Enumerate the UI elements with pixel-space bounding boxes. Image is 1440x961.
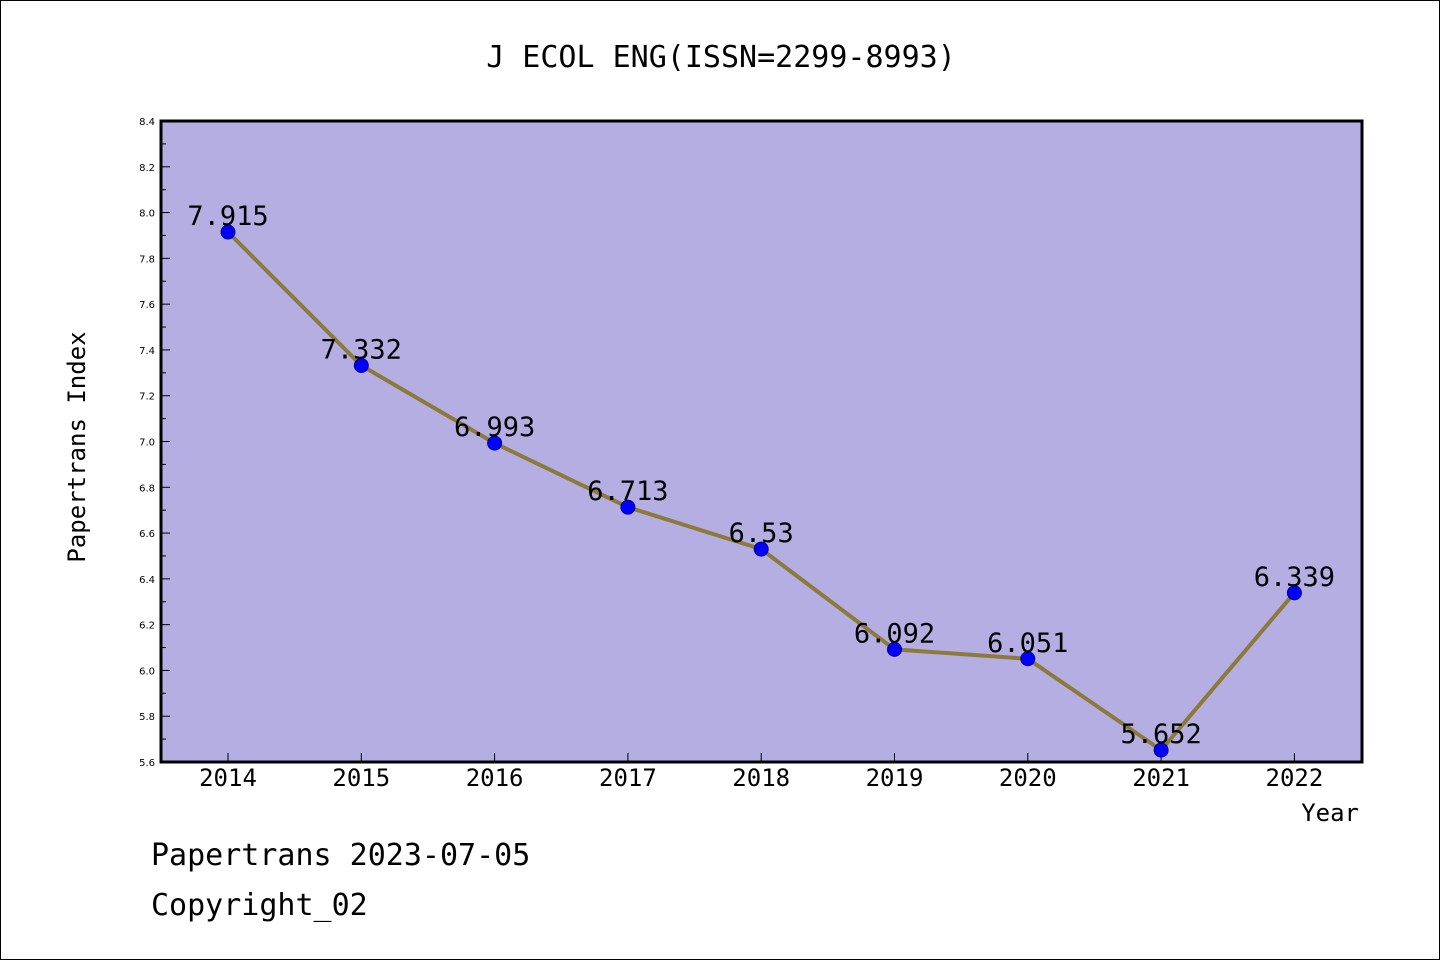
y-tick-label: 8.2 xyxy=(139,163,155,174)
x-tick-label: 2018 xyxy=(732,764,790,792)
y-tick-label: 6.2 xyxy=(139,621,155,632)
y-tick-label: 6.0 xyxy=(139,666,155,677)
x-tick-label: 2022 xyxy=(1266,764,1324,792)
y-tick-label: 7.2 xyxy=(139,392,155,403)
y-tick-label: 6.8 xyxy=(139,483,155,494)
data-point xyxy=(353,357,369,373)
y-tick-label: 5.6 xyxy=(139,758,155,769)
data-labels: 7.915 7.332 6.993 6.713 6.53 6.092 6.051 5.652 6… xyxy=(187,201,1335,750)
data-point xyxy=(887,641,902,657)
y-tick-label: 6.6 xyxy=(139,529,155,540)
x-tick-label: 2016 xyxy=(466,764,524,792)
data-point xyxy=(620,499,636,515)
x-tick-label: 2017 xyxy=(599,764,657,792)
footer-copyright: Copyright_02 xyxy=(151,888,368,923)
y-tick-label: 7.4 xyxy=(139,346,155,357)
data-point xyxy=(1020,651,1036,667)
data-label: 6.713 xyxy=(587,476,668,507)
data-point xyxy=(487,435,503,451)
y-axis: 5.6 5.8 6.0 6.2 6.4 6.6 6.8 7.0 7.2 7.4 7.6 7.8 8.0 8… xyxy=(139,117,170,769)
y-tick-label: 7.0 xyxy=(139,438,155,449)
x-tick-label: 2020 xyxy=(999,764,1057,792)
data-point xyxy=(220,224,236,240)
data-point xyxy=(1286,585,1302,601)
y-tick-label: 7.8 xyxy=(139,254,155,265)
data-label: 6.993 xyxy=(454,412,535,443)
data-label: 6.092 xyxy=(854,618,935,649)
data-label: 7.332 xyxy=(321,334,402,365)
data-label: 5.652 xyxy=(1120,719,1201,750)
data-label: 6.051 xyxy=(987,628,1068,659)
plot-area xyxy=(159,119,1364,764)
x-axis-label: Year xyxy=(1301,799,1359,827)
y-tick-label: 6.4 xyxy=(139,575,155,586)
y-tick-label: 8.4 xyxy=(139,117,155,128)
footer-date: Papertrans 2023-07-05 xyxy=(151,838,530,873)
y-tick-label: 5.8 xyxy=(139,712,155,723)
x-tick-label: 2014 xyxy=(199,764,257,792)
y-tick-label: 8.0 xyxy=(139,209,155,220)
chart-title: J ECOL ENG(ISSN=2299-8993) xyxy=(486,40,956,75)
y-tick-label: 7.6 xyxy=(139,300,155,311)
series-markers xyxy=(220,224,1302,758)
data-label: 6.53 xyxy=(729,518,794,549)
data-label: 6.339 xyxy=(1254,562,1335,593)
x-tick-label: 2019 xyxy=(866,764,924,792)
x-axis: 2014 2015 2016 2017 2018 2019 2020 2021 2022 xyxy=(199,753,1323,792)
x-tick-label: 2015 xyxy=(332,764,390,792)
data-point xyxy=(753,541,769,557)
data-label: 7.915 xyxy=(187,201,268,232)
x-tick-label: 2021 xyxy=(1132,764,1190,792)
data-point xyxy=(1153,742,1169,758)
y-axis-label: Papertrans Index xyxy=(63,331,91,562)
